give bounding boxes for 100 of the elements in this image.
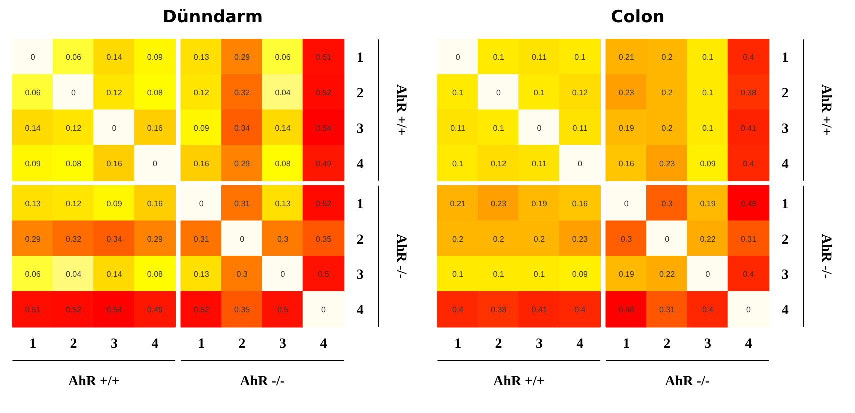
data-label: 0.19 — [618, 124, 635, 133]
text: AhR -/- — [394, 234, 409, 280]
data-label: 0 — [706, 270, 711, 280]
data-label: 0.38 — [490, 306, 508, 315]
text: AhR +/+ — [818, 84, 834, 136]
data-label: 0.13 — [25, 200, 42, 209]
y-tick-label: 1 — [782, 198, 789, 213]
data-label: 0.12 — [66, 124, 82, 133]
data-label: 0.16 — [147, 200, 164, 209]
data-label: 0.38 — [740, 88, 758, 98]
data-label: 0.49 — [147, 306, 164, 315]
data-label: 0.3 — [621, 234, 633, 244]
y-tick-label: 1 — [782, 51, 789, 66]
y-tick-label: 3 — [782, 268, 789, 284]
data-label: 0.19 — [532, 200, 548, 209]
data-label: 0.5 — [318, 270, 330, 280]
data-label: 0.29 — [25, 234, 42, 244]
data-label: 0 — [537, 124, 542, 133]
data-label: 0.19 — [618, 270, 635, 280]
data-label: 0 — [240, 234, 246, 244]
data-label: 0.16 — [147, 124, 164, 133]
data-label: 0.54 — [106, 306, 123, 315]
data-label: 0.11 — [532, 53, 548, 62]
data-label: 0.4 — [743, 53, 755, 62]
data-label: 0.09 — [194, 124, 210, 133]
data-label: 0.12 — [194, 88, 210, 98]
text: AhR +/+ — [493, 374, 545, 390]
y-tick-label: 2 — [356, 232, 364, 248]
data-label: 0.31 — [194, 234, 210, 244]
y-tick-label: 2 — [782, 86, 789, 102]
data-label: 0.13 — [194, 53, 210, 62]
data-label: 0.16 — [106, 159, 123, 168]
data-label: 0.1 — [493, 124, 505, 133]
data-label: 0.14 — [25, 124, 42, 133]
y-tick-label: 4 — [356, 157, 364, 172]
text: AhR -/- — [240, 374, 286, 390]
chart-title: Dünndarm — [162, 8, 264, 28]
data-label: 0.12 — [490, 159, 508, 168]
data-label: 0.4 — [574, 306, 586, 315]
data-label: 0.09 — [106, 200, 123, 209]
data-label: 0.31 — [740, 234, 758, 244]
data-label: 0.51 — [25, 306, 42, 315]
data-label: 0.21 — [618, 53, 635, 62]
data-label: 0.23 — [490, 200, 508, 209]
data-label: 0.12 — [572, 88, 589, 98]
data-label: 0.06 — [66, 53, 82, 62]
x-tick-label: 1 — [198, 337, 206, 352]
data-label: 0.23 — [660, 159, 676, 168]
x-tick-label: 2 — [495, 337, 502, 352]
data-label: 0.04 — [66, 270, 82, 280]
data-label: 0.12 — [66, 200, 82, 209]
text: AhR +/+ — [68, 374, 120, 390]
data-label: 0.1 — [452, 159, 464, 168]
data-label: 0.1 — [534, 88, 546, 98]
data-label: 0.14 — [106, 270, 123, 280]
x-tick-label: 1 — [30, 337, 37, 352]
data-label: 0.48 — [618, 306, 635, 315]
data-label: 0.1 — [452, 88, 464, 98]
data-label: 0.2 — [662, 53, 674, 62]
data-label: 0.08 — [147, 270, 164, 280]
data-label: 0 — [322, 306, 327, 315]
data-label: 0.08 — [66, 159, 82, 168]
data-label: 0.06 — [25, 270, 42, 280]
data-label: 0.48 — [740, 200, 758, 209]
data-label: 0.23 — [618, 88, 635, 98]
data-label: 0.4 — [452, 306, 464, 315]
data-label: 0.32 — [234, 88, 251, 98]
data-label: 0.32 — [66, 234, 82, 244]
x-tick-label: 3 — [280, 337, 287, 352]
data-label: 0.29 — [234, 159, 251, 168]
data-label: 0.1 — [702, 124, 714, 133]
data-label: 0.3 — [662, 200, 674, 209]
data-label: 0 — [624, 200, 630, 209]
data-label: 0.16 — [572, 200, 589, 209]
data-label: 0.22 — [660, 270, 676, 280]
data-label: 0.49 — [316, 159, 332, 168]
data-label: 0.34 — [106, 234, 123, 244]
data-label: 0.12 — [106, 88, 123, 98]
data-label: 0.2 — [493, 234, 505, 244]
data-label: 0.16 — [194, 159, 210, 168]
y-tick-label: 4 — [356, 304, 364, 319]
data-label: 0 — [746, 306, 752, 315]
data-label: 0.08 — [275, 159, 292, 168]
data-label: 0 — [112, 124, 118, 133]
data-label: 0.22 — [700, 234, 716, 244]
data-label: 0.52 — [316, 88, 332, 98]
x-tick-label: 2 — [70, 337, 78, 352]
data-label: 0.29 — [234, 53, 251, 62]
data-label: 0.41 — [740, 124, 758, 133]
x-tick-label: 4 — [152, 337, 159, 352]
data-label: 0.16 — [618, 159, 635, 168]
data-label: 0 — [496, 88, 502, 98]
y-tick-label: 1 — [356, 51, 364, 66]
data-label: 0.1 — [493, 53, 505, 62]
data-label: 0.1 — [493, 270, 505, 280]
data-label: 0.5 — [277, 306, 290, 315]
x-tick-label: 1 — [623, 337, 630, 352]
x-tick-label: 2 — [664, 337, 671, 352]
x-tick-label: 2 — [238, 337, 246, 352]
data-label: 0.2 — [534, 234, 546, 244]
